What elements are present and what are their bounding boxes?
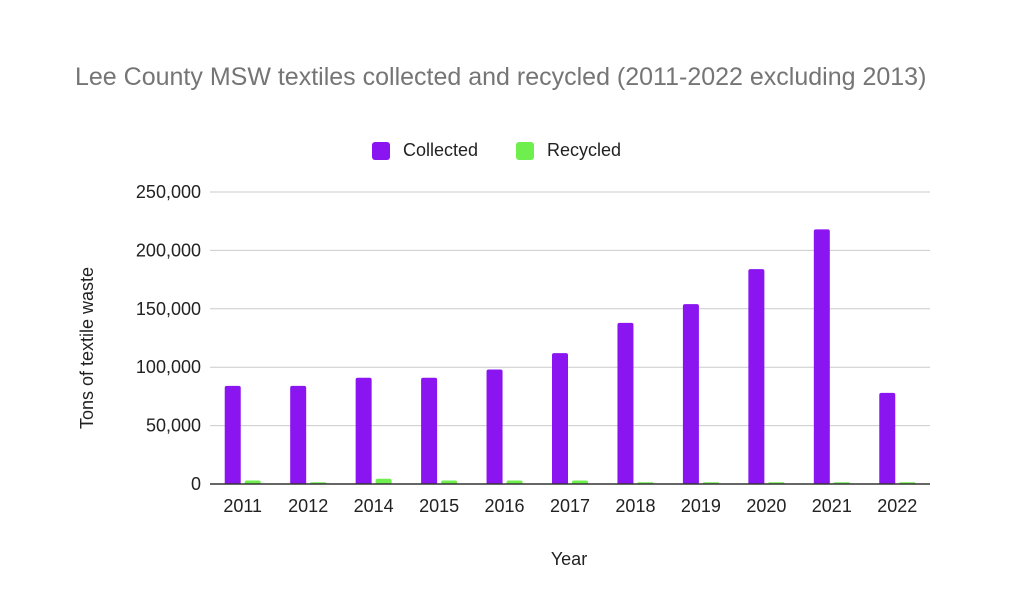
legend-swatch-recycled [516, 141, 534, 160]
bar-collected-2012 [290, 385, 307, 484]
bar-collected-2016 [486, 369, 503, 484]
x-tick-label: 2011 [223, 496, 262, 516]
bar-recycled-2011 [244, 480, 261, 484]
bar-collected-2020 [748, 269, 765, 484]
gridlines [210, 191, 930, 427]
x-tick-label: 2018 [615, 496, 655, 516]
bar-recycled-2017 [572, 480, 588, 484]
y-tick-label: 100,000 [136, 357, 201, 377]
x-tick-label: 2015 [419, 496, 459, 516]
x-tick-label: 2012 [288, 496, 328, 516]
y-tick-label: 200,000 [136, 240, 201, 260]
x-tick-label: 2022 [877, 496, 917, 516]
bar-collected-2015 [421, 377, 438, 484]
bar-collected-2022 [879, 392, 896, 484]
x-tick-label: 2017 [550, 496, 590, 516]
x-tick-label: 2021 [812, 496, 852, 516]
y-tick-label: 150,000 [136, 299, 201, 319]
x-tick-label: 2014 [354, 496, 394, 516]
x-tick-label: 2020 [746, 496, 786, 516]
legend-swatch-collected [372, 141, 390, 160]
bar-collected-2014 [355, 377, 372, 484]
y-axis-ticks: 0 50,000 100,000 150,000 200,000 250,000 [136, 182, 201, 494]
x-axis-label: Year [551, 549, 587, 569]
legend-item-recycled: Recycled [516, 140, 621, 161]
bar-collected-2011 [224, 385, 241, 484]
legend-item-collected: Collected [372, 140, 478, 161]
bar-recycled-2016 [506, 480, 523, 484]
legend-label-recycled: Recycled [547, 140, 622, 160]
x-tick-label: 2019 [681, 496, 721, 516]
bar-recycled-2014 [375, 478, 392, 484]
y-axis-label: Tons of textile waste [77, 267, 97, 429]
bar-collected-2017 [552, 353, 568, 484]
bar-collected-2019 [682, 304, 699, 484]
bar-collected-2018 [617, 322, 634, 484]
y-tick-label: 50,000 [146, 416, 201, 436]
bars [224, 229, 916, 484]
chart-title: Lee County MSW textiles collected and re… [75, 63, 927, 91]
legend: Collected Recycled [0, 140, 1024, 164]
y-tick-label: 250,000 [136, 182, 201, 202]
bar-collected-2021 [813, 229, 830, 484]
x-axis-ticks: 2011 2012 2014 2015 2016 2017 2018 2019 2020 2021… [223, 496, 917, 516]
bar-recycled-2015 [441, 480, 458, 484]
legend-label-collected: Collected [403, 140, 479, 160]
y-tick-label: 0 [191, 474, 201, 494]
x-tick-label: 2016 [485, 496, 525, 516]
